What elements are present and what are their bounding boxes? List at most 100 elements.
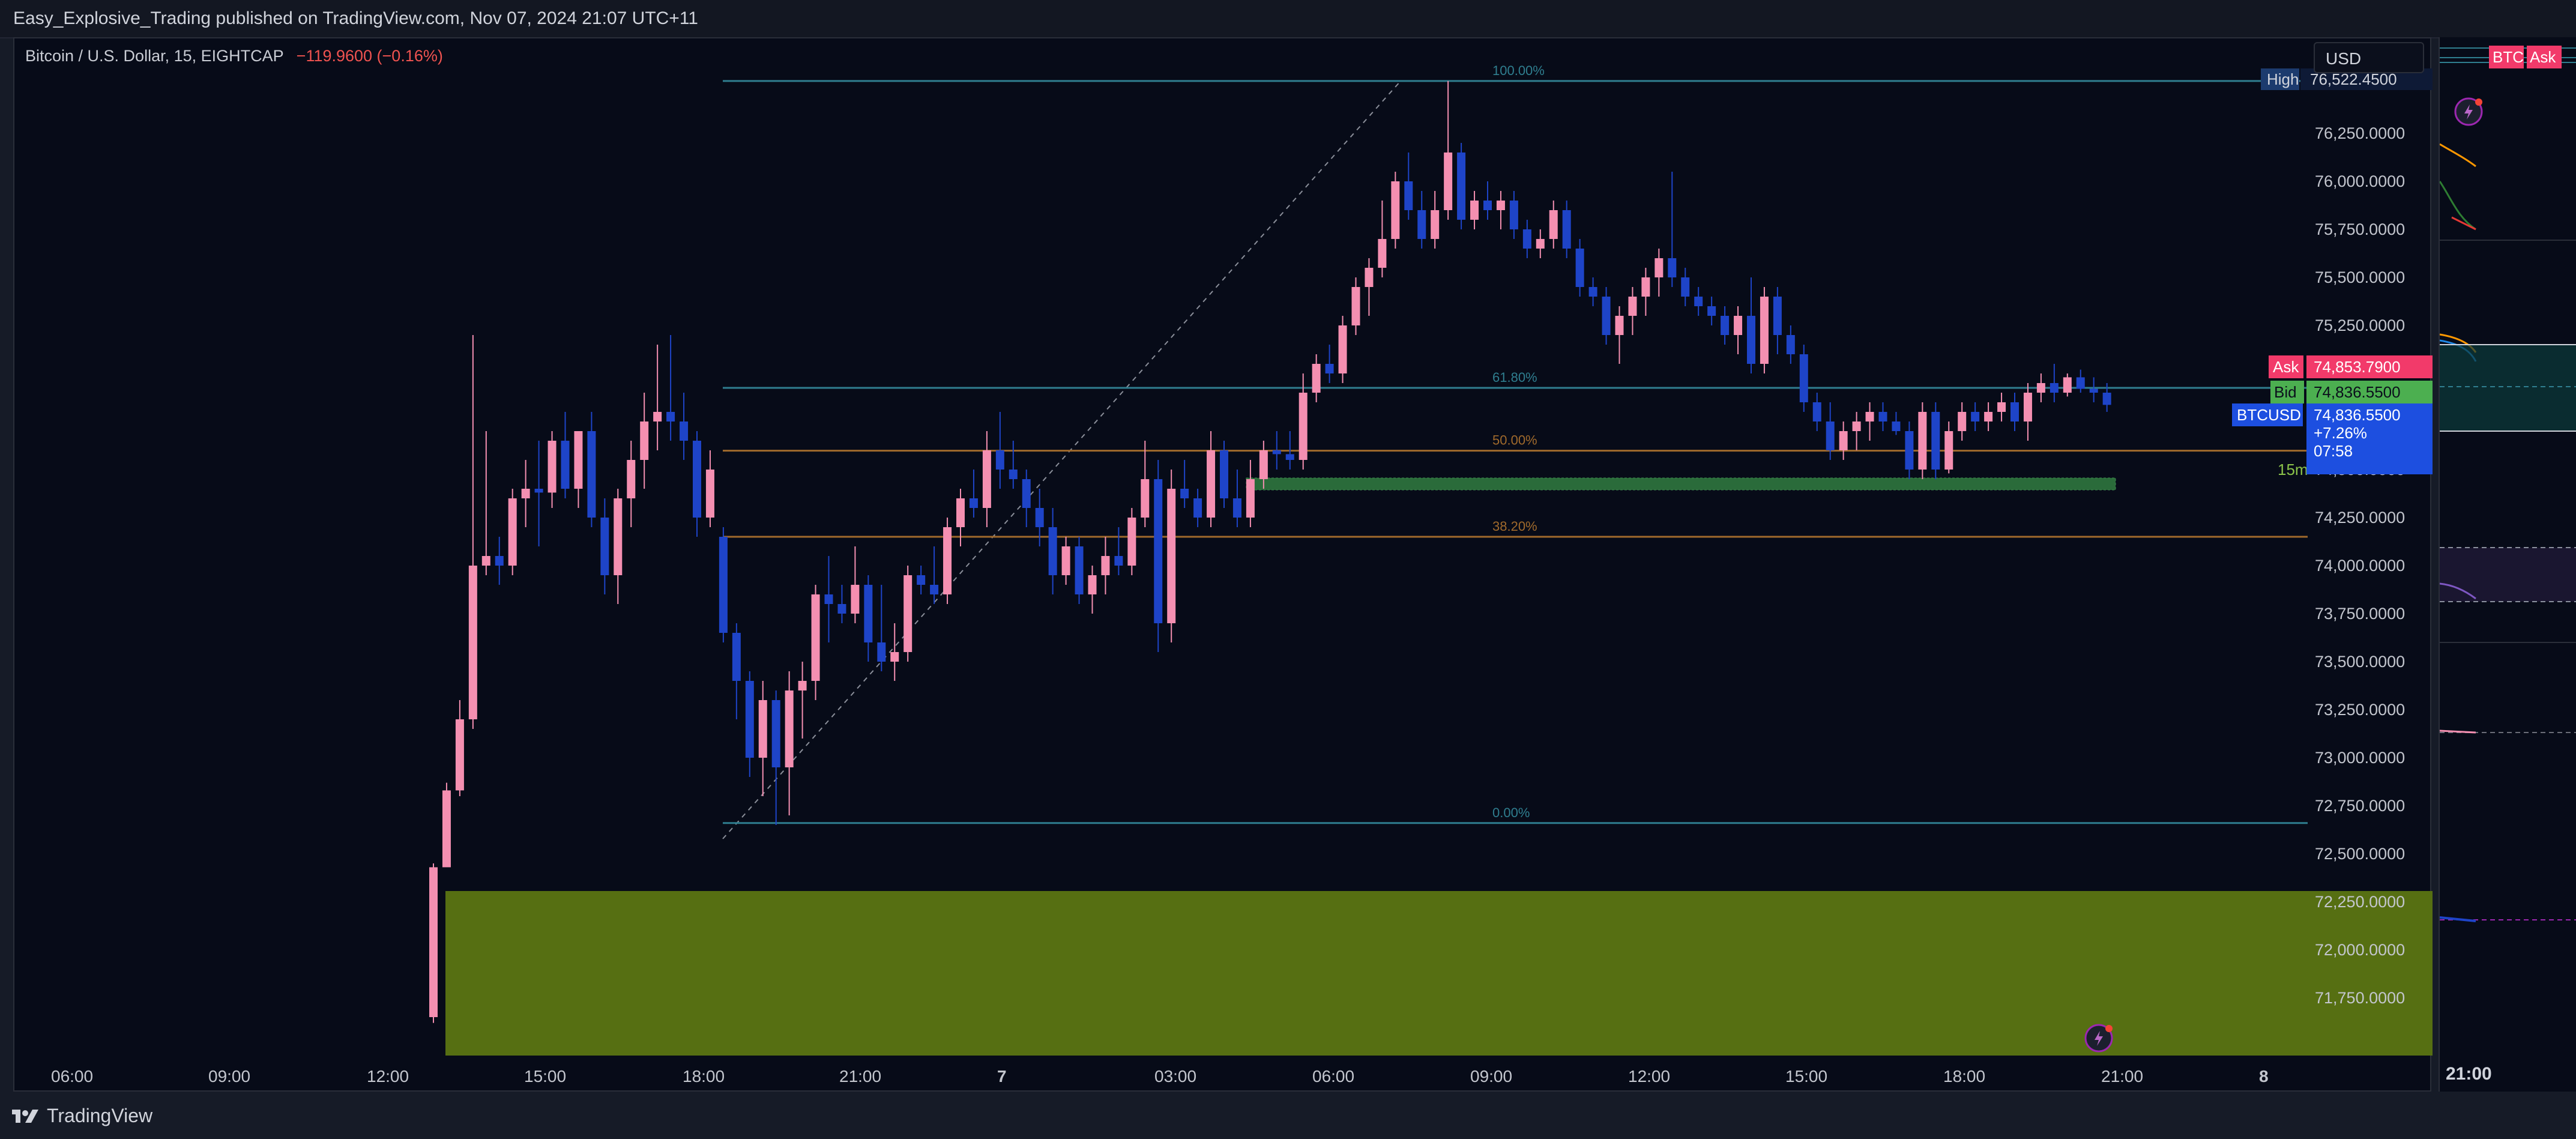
candle-body xyxy=(1549,210,1558,239)
candle-body xyxy=(1562,210,1571,249)
candle-body xyxy=(705,470,714,518)
candle-body xyxy=(1022,479,1031,508)
candle-body xyxy=(1892,421,1901,431)
currency-selector-button[interactable]: USD xyxy=(2314,42,2424,73)
candlestick-chart[interactable]: 100.00% 61.80% 50.00% 38.20% 0.00% 15m 76,25… xyxy=(14,38,2433,1093)
candle-body xyxy=(771,700,780,767)
fib-level-label: 50.00% xyxy=(1492,433,1537,448)
candle-body xyxy=(1061,546,1070,575)
candle-body xyxy=(995,450,1004,470)
candle-body xyxy=(1207,450,1216,518)
candle-body xyxy=(890,652,899,662)
symbol-legend[interactable]: Bitcoin / U.S. Dollar, 15, EIGHTCAP −119… xyxy=(25,47,443,65)
candle-body xyxy=(1101,556,1110,575)
time-axis-label: 12:00 xyxy=(1628,1067,1670,1086)
publish-info: Easy_Explosive_Trading published on Trad… xyxy=(13,8,698,28)
time-axis-label: 09:00 xyxy=(208,1067,250,1086)
candle-body xyxy=(956,498,965,527)
candle-body xyxy=(2089,388,2098,393)
candle-body xyxy=(1865,412,1874,421)
ask-price-tag: Ask 74,853.7900 xyxy=(2269,355,2433,378)
candle-body xyxy=(1799,354,1808,402)
candle-body xyxy=(1773,297,1782,335)
fib-trend-line[interactable] xyxy=(722,80,1402,839)
candle-body xyxy=(1588,287,1597,297)
candle-body xyxy=(534,489,543,493)
candle-body xyxy=(521,489,530,498)
btc-badge: BTC xyxy=(2493,48,2524,66)
candle-body xyxy=(732,633,741,681)
time-axis-label: 06:00 xyxy=(51,1067,93,1086)
candle-body xyxy=(824,594,833,604)
candle-body xyxy=(1694,297,1703,306)
candle-body xyxy=(1259,450,1268,479)
time-axis-label: 15:00 xyxy=(1785,1067,1827,1086)
secondary-chart-pane[interactable]: BTC Ask 21:00 xyxy=(2439,37,2576,1092)
mini-chart[interactable]: BTC Ask 21:00 xyxy=(2440,37,2576,1092)
candle-body xyxy=(1602,297,1611,335)
candle-body xyxy=(1417,210,1426,239)
lightning-icon[interactable] xyxy=(2454,97,2483,126)
time-axis[interactable]: 06:00 09:00 12:00 15:00 18:00 21:00 7 03:00 06:0… xyxy=(51,1067,2269,1086)
fibonacci-retracement[interactable]: 100.00% 61.80% 50.00% 38.20% 0.00% xyxy=(723,63,2308,824)
candle-body xyxy=(1812,402,1821,421)
time-axis-label: 21:00 xyxy=(839,1067,881,1086)
fib-level-label: 38.20% xyxy=(1492,519,1537,534)
candle-body xyxy=(1404,181,1413,210)
candle-body xyxy=(1681,277,1690,297)
time-axis-label: 09:00 xyxy=(1470,1067,1512,1086)
bid-tag-label: Bid xyxy=(2274,383,2297,401)
candle-body xyxy=(2010,402,2019,421)
candle-body xyxy=(1931,412,1940,470)
right-time-label: 21:00 xyxy=(2446,1064,2492,1084)
fib-level-label: 0.00% xyxy=(1492,805,1530,820)
price-axis-label: 74,250.0000 xyxy=(2315,509,2405,527)
candle-body xyxy=(1509,201,1518,229)
candle-body xyxy=(1707,306,1716,316)
time-axis-label: 18:00 xyxy=(1943,1067,1985,1086)
candle-body xyxy=(1391,181,1400,239)
candle-body xyxy=(877,642,886,662)
last-tag-symbol: BTCUSD xyxy=(2237,406,2301,424)
price-axis-label: 74,000.0000 xyxy=(2315,557,2405,575)
candle-body xyxy=(455,719,464,791)
candle-body xyxy=(481,556,490,566)
candle-body xyxy=(561,441,570,489)
time-axis-label: 06:00 xyxy=(1312,1067,1354,1086)
candle-body xyxy=(1035,508,1044,527)
candle-body xyxy=(600,518,609,575)
last-tag-price: 74,836.5500 xyxy=(2314,406,2401,424)
price-axis[interactable]: 76,250.0000 76,000.0000 75,750.0000 75,500.… xyxy=(2315,124,2405,1007)
candle-body xyxy=(693,441,701,518)
candle-body xyxy=(1088,575,1097,594)
candle-body xyxy=(1272,450,1281,455)
demand-zone-15m[interactable] xyxy=(1246,477,2116,491)
candle-body xyxy=(1114,556,1123,566)
price-axis-label: 76,250.0000 xyxy=(2315,124,2405,142)
candle-body xyxy=(1141,479,1150,518)
candle-body xyxy=(969,498,978,508)
ask-tag-label: Ask xyxy=(2273,358,2299,376)
main-chart-pane[interactable]: 100.00% 61.80% 50.00% 38.20% 0.00% 15m 76,25… xyxy=(13,37,2433,1093)
last-tag-change: +7.26% xyxy=(2314,424,2367,442)
candle-body xyxy=(758,700,767,758)
supply-demand-zone[interactable] xyxy=(445,891,2433,1056)
lightning-icon[interactable] xyxy=(2084,1024,2113,1053)
candle-body xyxy=(1747,316,1755,364)
candle-body xyxy=(1351,287,1360,325)
candle-body xyxy=(587,431,596,518)
time-axis-label: 8 xyxy=(2259,1067,2269,1086)
candle-body xyxy=(1470,201,1479,220)
candle-body xyxy=(680,421,689,441)
footer: TradingView xyxy=(0,1099,2576,1139)
candle-body xyxy=(1285,454,1294,460)
currency-label: USD xyxy=(2326,49,2362,68)
candle-body xyxy=(851,585,860,614)
tradingview-logo[interactable]: TradingView xyxy=(12,1105,152,1127)
candle-body xyxy=(1075,546,1084,594)
candle-body xyxy=(2102,393,2111,405)
price-axis-label: 73,000.0000 xyxy=(2315,749,2405,767)
price-axis-label: 75,500.0000 xyxy=(2315,268,2405,286)
price-axis-label: 73,500.0000 xyxy=(2315,653,2405,671)
bid-tag-value: 74,836.5500 xyxy=(2314,383,2401,401)
